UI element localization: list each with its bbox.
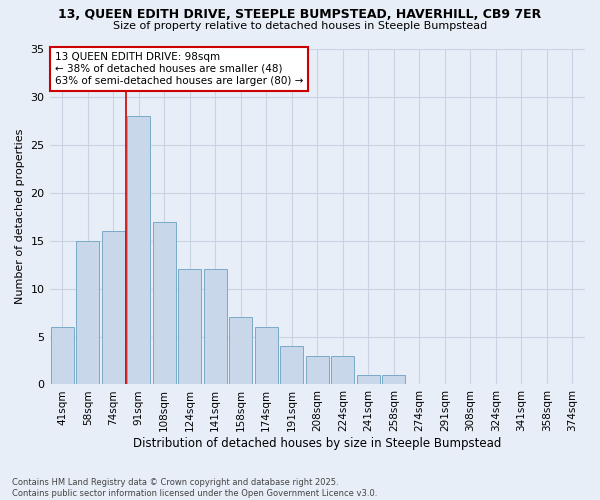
Text: 13 QUEEN EDITH DRIVE: 98sqm
← 38% of detached houses are smaller (48)
63% of sem: 13 QUEEN EDITH DRIVE: 98sqm ← 38% of det… (55, 52, 303, 86)
Text: 13, QUEEN EDITH DRIVE, STEEPLE BUMPSTEAD, HAVERHILL, CB9 7ER: 13, QUEEN EDITH DRIVE, STEEPLE BUMPSTEAD… (58, 8, 542, 20)
Bar (102, 231, 125, 384)
Bar (229, 318, 252, 384)
Bar (153, 222, 176, 384)
Bar (76, 240, 99, 384)
Bar (255, 327, 278, 384)
Text: Size of property relative to detached houses in Steeple Bumpstead: Size of property relative to detached ho… (113, 21, 487, 31)
Y-axis label: Number of detached properties: Number of detached properties (15, 129, 25, 304)
X-axis label: Distribution of detached houses by size in Steeple Bumpstead: Distribution of detached houses by size … (133, 437, 502, 450)
Bar (280, 346, 303, 385)
Bar (357, 375, 380, 384)
Text: Contains HM Land Registry data © Crown copyright and database right 2025.
Contai: Contains HM Land Registry data © Crown c… (12, 478, 377, 498)
Bar (306, 356, 329, 384)
Bar (331, 356, 354, 384)
Bar (51, 327, 74, 384)
Bar (382, 375, 405, 384)
Bar (178, 270, 201, 384)
Bar (204, 270, 227, 384)
Bar (127, 116, 150, 384)
